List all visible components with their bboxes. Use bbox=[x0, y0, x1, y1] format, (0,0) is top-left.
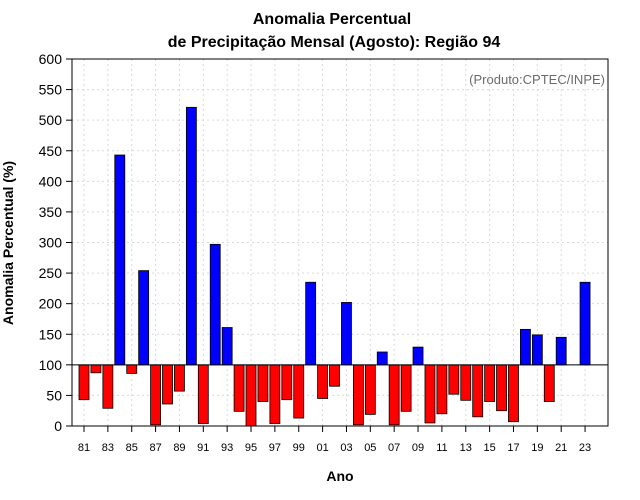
bar-2013 bbox=[460, 364, 472, 401]
bar-1996 bbox=[257, 364, 269, 402]
y-tick-label: 500 bbox=[39, 112, 63, 128]
bar-1999 bbox=[293, 364, 305, 419]
y-tick-label: 350 bbox=[39, 204, 63, 220]
x-tick-label: 89 bbox=[173, 442, 185, 454]
bar-1985 bbox=[126, 364, 138, 374]
bar-2016 bbox=[496, 364, 507, 412]
y-tick-label: 300 bbox=[39, 235, 63, 251]
x-tick-label: 07 bbox=[388, 442, 400, 454]
y-tick-label: 150 bbox=[39, 326, 63, 342]
bar-1987 bbox=[150, 364, 161, 426]
x-tick-label: 85 bbox=[126, 442, 138, 454]
bar-2019 bbox=[531, 334, 543, 366]
x-tick-label: 19 bbox=[531, 442, 543, 454]
chart-title-line-2: de Precipitação Mensal (Agosto): Região … bbox=[168, 34, 501, 51]
bar-2011 bbox=[436, 364, 448, 415]
bar-1993 bbox=[221, 327, 233, 366]
x-tick-label: 97 bbox=[269, 442, 281, 454]
bar-2014 bbox=[472, 364, 484, 418]
x-tick-label: 17 bbox=[507, 442, 519, 454]
bar-2012 bbox=[448, 364, 460, 395]
bar-2000 bbox=[305, 281, 317, 366]
bar-2002 bbox=[329, 364, 340, 387]
bar-2020 bbox=[543, 364, 555, 402]
bar-1994 bbox=[233, 364, 245, 412]
bar-2004 bbox=[352, 364, 364, 426]
y-axis-label: Anomalia Percentual (%) bbox=[0, 161, 16, 325]
y-tick-label: 400 bbox=[39, 173, 63, 189]
bar-2007 bbox=[388, 364, 400, 426]
bar-2010 bbox=[424, 364, 436, 424]
x-tick-label: 21 bbox=[555, 442, 567, 454]
x-axis-label: Ano bbox=[326, 468, 353, 484]
y-tick-label: 550 bbox=[39, 82, 63, 98]
y-tick-label: 50 bbox=[46, 387, 62, 403]
x-tick-label: 01 bbox=[316, 442, 328, 454]
x-tick-label: 95 bbox=[245, 442, 257, 454]
bar-1982 bbox=[90, 364, 102, 374]
bar-1981 bbox=[78, 364, 90, 401]
x-tick-label: 05 bbox=[364, 442, 376, 454]
chart-title-line-1: Anomalia Percentual bbox=[253, 11, 411, 28]
bars bbox=[78, 106, 591, 427]
x-tick-label: 11 bbox=[436, 442, 447, 454]
bar-2015 bbox=[484, 364, 496, 402]
x-tick-label: 09 bbox=[412, 442, 424, 454]
bar-1983 bbox=[102, 364, 114, 409]
x-tick-label: 13 bbox=[460, 442, 472, 454]
bar-1990 bbox=[185, 106, 197, 366]
bar-2006 bbox=[376, 351, 388, 366]
x-axis-ticks: 81 83 85 87 89 91 93 95 97 99 01 03 05 07 09 11 13 15 17 19… bbox=[78, 426, 591, 454]
y-tick-label: 600 bbox=[39, 51, 63, 67]
x-tick-label: 15 bbox=[483, 442, 495, 454]
bar-2018 bbox=[520, 328, 531, 366]
bar-2005 bbox=[364, 364, 376, 415]
y-tick-label: 250 bbox=[39, 265, 63, 281]
bar-1991 bbox=[197, 364, 209, 424]
bar-2001 bbox=[317, 364, 329, 399]
x-tick-label: 81 bbox=[78, 442, 90, 454]
bar-1998 bbox=[281, 364, 293, 401]
y-tick-label: 200 bbox=[39, 296, 63, 312]
x-tick-label: 03 bbox=[340, 442, 352, 454]
y-tick-label: 450 bbox=[39, 143, 63, 159]
bar-2008 bbox=[400, 364, 412, 412]
product-credit: (Produto:CPTEC/INPE) bbox=[469, 72, 605, 87]
y-tick-label: 100 bbox=[39, 357, 63, 373]
x-tick-label: 99 bbox=[293, 442, 305, 454]
x-tick-label: 91 bbox=[197, 442, 209, 454]
bar-2003 bbox=[341, 302, 352, 366]
bar-1986 bbox=[138, 270, 150, 366]
bar-2017 bbox=[508, 364, 519, 423]
bar-1988 bbox=[162, 364, 173, 405]
bar-2009 bbox=[412, 346, 424, 366]
x-tick-label: 23 bbox=[579, 442, 591, 454]
bar-1984 bbox=[114, 154, 126, 366]
bar-2021 bbox=[555, 336, 567, 366]
bar-1997 bbox=[269, 364, 281, 424]
x-tick-label: 87 bbox=[149, 442, 161, 454]
bar-1995 bbox=[245, 364, 257, 427]
y-tick-label: 0 bbox=[54, 418, 62, 434]
x-tick-label: 93 bbox=[221, 442, 233, 454]
bar-1992 bbox=[209, 243, 221, 366]
x-tick-label: 83 bbox=[102, 442, 114, 454]
bar-1989 bbox=[174, 364, 185, 392]
bar-2023 bbox=[579, 281, 591, 366]
y-axis-ticks: 0 50 100 150 200 250 300 350 400 450 500 550 600 bbox=[39, 51, 72, 434]
